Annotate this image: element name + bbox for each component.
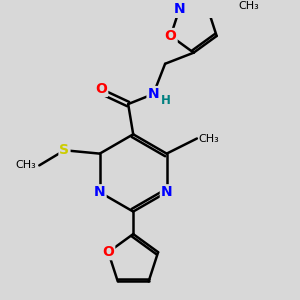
Text: CH₃: CH₃ — [238, 1, 259, 10]
Text: N: N — [148, 87, 159, 101]
Text: O: O — [102, 245, 114, 259]
Text: CH₃: CH₃ — [16, 160, 37, 170]
Text: S: S — [59, 143, 70, 157]
Text: N: N — [161, 185, 172, 199]
Text: CH₃: CH₃ — [199, 134, 219, 143]
Text: O: O — [95, 82, 107, 96]
Text: O: O — [165, 29, 177, 43]
Text: H: H — [161, 94, 171, 106]
Text: N: N — [94, 185, 106, 199]
Text: N: N — [174, 2, 185, 16]
